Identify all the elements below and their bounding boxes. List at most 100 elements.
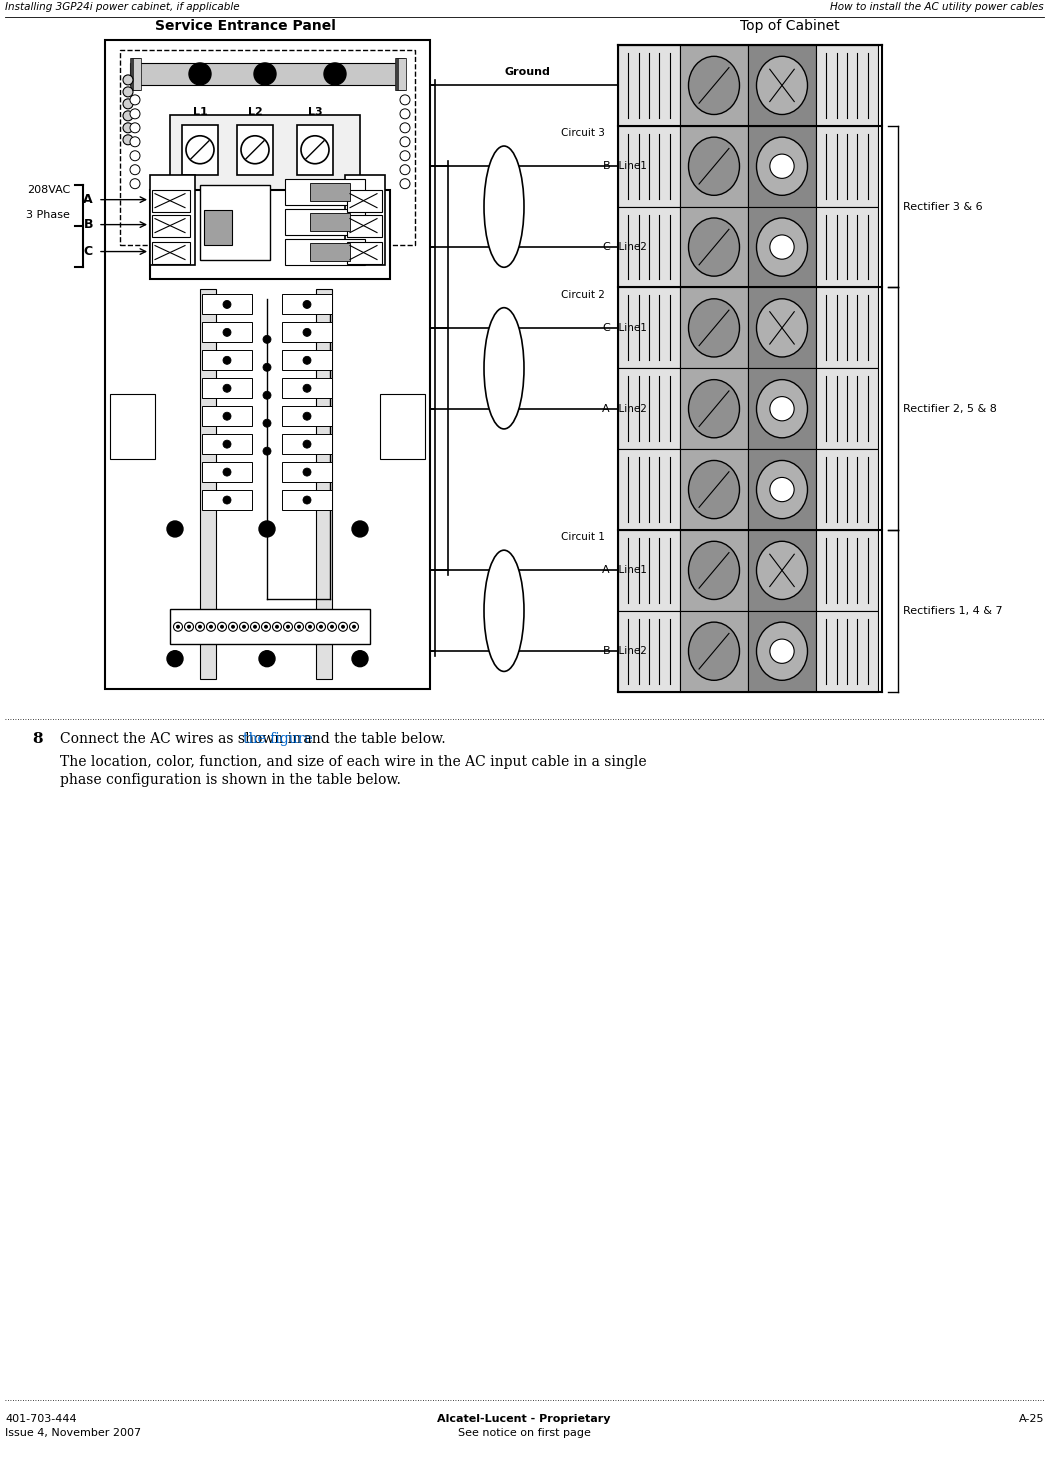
Text: L2: L2 [248,107,262,116]
Bar [748,125,816,206]
Bar [150,190,390,280]
Bar [618,206,680,287]
Bar [170,609,370,643]
Bar [202,378,252,399]
Circle shape [349,623,359,631]
Bar [748,530,816,611]
Circle shape [167,651,183,667]
Circle shape [186,135,214,163]
Circle shape [130,109,140,119]
Bar [285,209,365,234]
Bar [152,241,190,263]
Bar [202,490,252,509]
Text: C: C [602,241,611,252]
Circle shape [223,384,231,392]
Circle shape [198,624,202,629]
Bar [316,290,331,679]
Bar [347,215,382,237]
Bar [282,322,331,343]
Circle shape [400,122,410,132]
Text: 8: 8 [33,732,43,745]
Circle shape [770,236,794,259]
Bar [282,378,331,399]
Ellipse shape [756,380,808,437]
Bar [816,530,878,611]
Circle shape [173,623,183,631]
Text: Issue 4, November 2007: Issue 4, November 2007 [5,1428,142,1438]
Circle shape [400,137,410,147]
Circle shape [352,624,356,629]
Bar [202,294,252,315]
Circle shape [123,75,133,85]
Circle shape [352,651,368,667]
Circle shape [261,623,271,631]
Circle shape [770,396,794,421]
Circle shape [259,651,275,667]
Circle shape [229,623,237,631]
Text: 80: 80 [298,247,308,256]
Bar [150,175,195,265]
Bar [282,406,331,427]
Circle shape [303,300,311,309]
Circle shape [324,63,346,85]
Circle shape [263,420,271,427]
Circle shape [195,623,205,631]
Text: Connect the AC wires as shown in: Connect the AC wires as shown in [60,732,305,745]
Ellipse shape [688,623,740,680]
Ellipse shape [484,308,524,428]
Ellipse shape [756,542,808,599]
Circle shape [263,364,271,371]
Circle shape [187,624,191,629]
Bar [816,46,878,125]
Text: 80: 80 [298,216,308,227]
Circle shape [130,122,140,132]
Circle shape [400,165,410,175]
Text: See notice on first page: See notice on first page [457,1428,591,1438]
Ellipse shape [756,218,808,277]
Circle shape [241,135,269,163]
Bar [202,350,252,371]
Text: 100: 100 [226,218,244,228]
Circle shape [123,135,133,144]
Bar [282,462,331,481]
Bar [311,183,350,200]
Circle shape [770,155,794,178]
Circle shape [231,624,235,629]
Circle shape [189,63,211,85]
Text: B: B [84,218,93,231]
Bar [748,46,816,125]
Bar [130,57,138,90]
Circle shape [308,624,312,629]
Bar [170,115,360,190]
Ellipse shape [756,623,808,680]
Bar [152,215,190,237]
Text: Installing 3GP24i power cabinet, if applicable: Installing 3GP24i power cabinet, if appl… [5,1,239,12]
Circle shape [301,135,329,163]
Text: B: B [602,162,611,171]
Circle shape [217,623,227,631]
Bar [816,206,878,287]
Bar [380,394,425,459]
Circle shape [223,496,231,503]
Text: Line1: Line1 [612,162,647,171]
Bar [282,434,331,455]
Circle shape [352,521,368,537]
Circle shape [220,624,224,629]
Bar [397,57,405,90]
Bar [618,287,680,368]
Bar [110,394,155,459]
Bar [748,206,816,287]
Bar [105,40,430,689]
Bar [748,287,816,368]
Text: C: C [84,244,93,258]
Bar [618,530,680,611]
Bar [397,57,404,90]
Circle shape [283,623,293,631]
Circle shape [223,356,231,364]
Ellipse shape [756,56,808,115]
Bar [132,57,140,90]
Bar [816,449,878,530]
Bar [398,57,406,90]
Circle shape [264,624,267,629]
Bar [200,290,216,679]
